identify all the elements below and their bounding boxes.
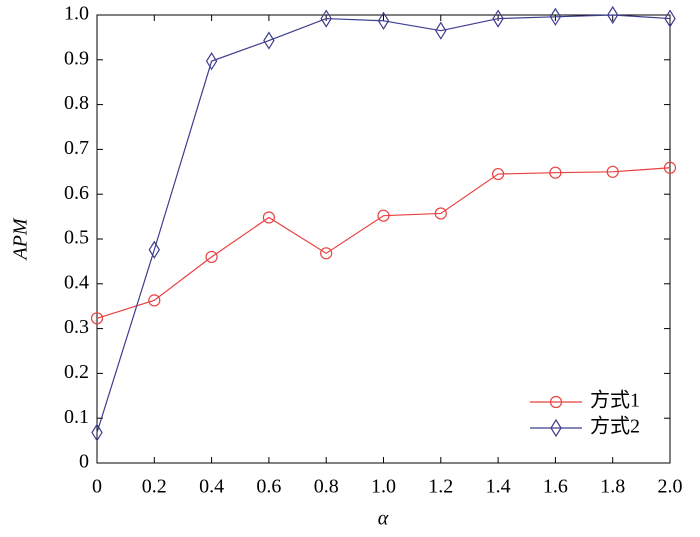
data-point [148,240,161,259]
legend-marker [550,418,562,438]
data-point [205,52,218,71]
x-tick-label: 1.8 [600,476,625,498]
series-line [96,167,671,319]
data-point [606,165,619,178]
data-point [91,423,103,442]
legend-marker [549,395,563,409]
data-point [90,312,104,325]
data-point [262,211,275,224]
y-tick-label: 0.7 [64,137,89,159]
y-tick-label: 1.0 [64,3,89,25]
x-tick-label: 2.0 [658,476,683,498]
legend-label: 方式1 [590,389,640,412]
x-axis-label: α [378,508,389,530]
series-line [96,14,671,433]
legend-label: 方式2 [590,415,640,438]
y-tick-label: 0.3 [64,316,89,338]
x-tick-label: 0 [92,476,102,498]
y-tick-label: 0.1 [64,406,89,428]
x-tick-label: 0.6 [256,476,281,498]
data-point [549,7,562,26]
data-point [492,9,504,28]
plot-frame [96,14,671,464]
y-tick-label: 0.9 [64,47,89,69]
data-point [148,294,161,307]
data-point [263,31,275,50]
data-point [492,167,505,181]
y-tick-label: 0.6 [64,182,89,204]
data-point [435,21,447,40]
x-tick-label: 0.2 [142,476,167,498]
y-axis-label: APM [10,217,32,261]
x-tick-label: 1.0 [371,476,396,498]
y-tick-label: 0.5 [64,227,89,249]
y-tick-label: 0.2 [64,361,89,383]
x-tick-label: 0.8 [314,476,339,498]
data-point [663,161,677,174]
x-tick-label: 1.2 [428,476,453,498]
data-point [205,250,218,264]
data-point [320,9,332,28]
data-point [377,209,390,222]
data-point [664,9,676,28]
x-tick-label: 1.4 [486,476,511,498]
data-point [320,247,333,260]
y-tick-label: 0.8 [64,92,89,114]
x-tick-label: 0.4 [199,476,224,498]
data-point [434,207,447,220]
data-point [377,11,390,30]
data-point [606,5,619,25]
y-tick-label: 0 [79,451,89,473]
x-tick-label: 1.6 [543,476,568,498]
y-tick-label: 0.4 [64,271,89,293]
data-point [549,166,562,179]
